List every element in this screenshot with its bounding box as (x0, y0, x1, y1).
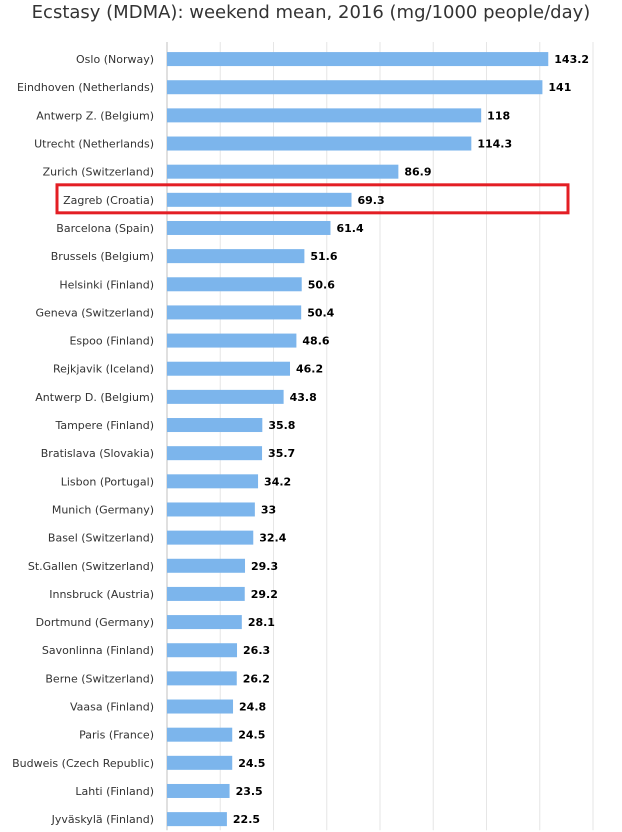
value-label: 48.6 (302, 335, 329, 348)
bar (167, 812, 227, 827)
bar (167, 671, 237, 686)
category-label: St.Gallen (Switzerland) (28, 560, 154, 573)
category-label: Oslo (Norway) (76, 53, 154, 66)
value-label: 33 (261, 503, 276, 516)
value-label: 114.3 (477, 138, 512, 151)
bars (167, 52, 549, 827)
bar (167, 699, 234, 714)
category-label: Bratislava (Slovakia) (41, 447, 154, 460)
category-label: Antwerp D. (Belgium) (35, 391, 154, 404)
category-label: Eindhoven (Netherlands) (17, 81, 154, 94)
category-label: Savonlinna (Finland) (42, 644, 154, 657)
bar (167, 220, 331, 235)
category-label: Lahti (Finland) (75, 785, 154, 798)
bar (167, 783, 230, 798)
category-label: Barcelona (Spain) (56, 222, 154, 235)
value-label: 50.4 (307, 306, 334, 319)
bar (167, 389, 284, 404)
category-label: Paris (France) (79, 729, 154, 742)
bar (167, 586, 245, 601)
value-label: 24.5 (238, 729, 265, 742)
bar (167, 643, 238, 658)
bar (167, 333, 297, 348)
value-label: 22.5 (233, 813, 260, 826)
category-label: Budweis (Czech Republic) (12, 757, 154, 770)
bar (167, 502, 255, 517)
value-labels: 143.2 141 118 114.3 86.9 69.3 61.4 51.6 50.6 50.4… (233, 53, 589, 826)
value-label: 46.2 (296, 363, 323, 376)
bar (167, 192, 352, 207)
chart-title: Ecstasy (MDMA): weekend mean, 2016 (mg/1… (31, 2, 591, 23)
value-label: 118 (487, 109, 510, 122)
category-label: Rejkjavik (Iceland) (53, 363, 154, 376)
category-label: Tampere (Finland) (54, 419, 154, 432)
category-label: Lisbon (Portugal) (61, 475, 154, 488)
value-label: 26.3 (243, 644, 270, 657)
value-label: 51.6 (310, 250, 337, 263)
category-label: Brussels (Belgium) (51, 250, 154, 263)
category-label: Geneva (Switzerland) (35, 306, 154, 319)
grid-lines (166, 42, 594, 831)
bar (167, 277, 302, 292)
bar (167, 108, 482, 123)
category-label: Munich (Germany) (52, 503, 154, 516)
value-label: 26.2 (243, 672, 270, 685)
category-label: Zurich (Switzerland) (43, 166, 154, 179)
bar (167, 305, 302, 320)
value-label: 29.2 (251, 588, 278, 601)
value-label: 43.8 (290, 391, 317, 404)
highlight-box (55, 183, 570, 215)
bar (167, 615, 242, 630)
bar (167, 530, 254, 545)
value-label: 29.3 (251, 560, 278, 573)
value-label: 35.8 (268, 419, 295, 432)
category-label: Vaasa (Finland) (70, 701, 154, 714)
category-label: Utrecht (Netherlands) (34, 138, 154, 151)
value-label: 69.3 (358, 194, 385, 207)
value-label: 32.4 (259, 532, 286, 545)
value-label: 86.9 (404, 166, 431, 179)
bar (167, 446, 263, 461)
value-label: 143.2 (554, 53, 589, 66)
value-label: 28.1 (248, 616, 275, 629)
value-label: 24.8 (239, 701, 266, 714)
category-labels: Oslo (Norway) Eindhoven (Netherlands) Antw… (12, 53, 154, 826)
value-label: 34.2 (264, 475, 291, 488)
category-label: Antwerp Z. (Belgium) (36, 109, 154, 122)
value-label: 61.4 (336, 222, 363, 235)
value-label: 50.6 (308, 278, 335, 291)
category-label: Jyväskylä (Finland) (51, 813, 154, 826)
category-label: Dortmund (Germany) (36, 616, 154, 629)
bar (167, 136, 472, 151)
bar (167, 52, 549, 67)
value-label: 24.5 (238, 757, 265, 770)
value-label: 23.5 (236, 785, 263, 798)
category-label: Zagreb (Croatia) (63, 194, 154, 207)
bar (167, 474, 259, 489)
value-label: 35.7 (268, 447, 295, 460)
bar (167, 361, 291, 376)
bar (167, 249, 305, 264)
value-label: 141 (548, 81, 571, 94)
category-label: Basel (Switzerland) (48, 532, 154, 545)
bar (167, 727, 233, 742)
category-label: Berne (Switzerland) (45, 672, 154, 685)
bar (167, 755, 233, 770)
category-label: Espoo (Finland) (69, 335, 154, 348)
category-label: Helsinki (Finland) (59, 278, 154, 291)
bar (167, 164, 399, 179)
category-label: Innsbruck (Austria) (49, 588, 154, 601)
bar (167, 80, 543, 95)
bar (167, 558, 246, 573)
bar (167, 418, 263, 433)
